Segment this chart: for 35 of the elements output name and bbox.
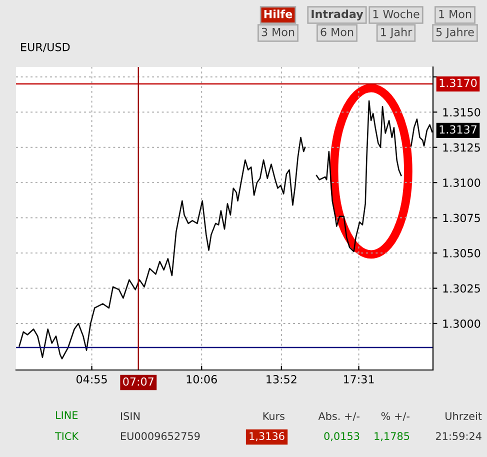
- y-tick-label: 1.3000: [443, 319, 480, 328]
- text: 1,1785: [374, 432, 410, 442]
- x-tick-label: 13:52: [266, 375, 296, 384]
- y-tick-label: 1.3125: [443, 143, 480, 152]
- x-tick-label: 04:55: [76, 375, 107, 384]
- text: 1,3136: [250, 432, 284, 442]
- y-tick-label: 1.3150: [443, 108, 480, 116]
- text: 5 Jahre: [436, 28, 474, 38]
- text: Abs. +/-: [318, 412, 360, 421]
- y-tick-label: 1.3075: [443, 214, 480, 222]
- annotation: 1.3137: [440, 125, 476, 134]
- text: Kurs: [263, 412, 284, 420]
- ref-line-label: 1.3170: [440, 78, 477, 88]
- text: 21:59:24: [436, 432, 482, 440]
- x-tick-label: 17:31: [344, 375, 374, 384]
- text: Uhrzeit: [446, 412, 482, 420]
- ref-line-label: 07:07: [123, 377, 154, 386]
- x-tick-label: 10:06: [186, 375, 217, 384]
- text: % +/-: [381, 412, 410, 421]
- text: ISIN: [121, 412, 140, 420]
- text: Hilfe: [264, 10, 292, 18]
- text: 6 Mon: [320, 28, 354, 36]
- y-tick-label: 1.3050: [443, 249, 480, 258]
- text: 1 Jahr: [381, 28, 412, 38]
- text: TICK: [54, 432, 79, 440]
- text: 0,0153: [324, 432, 360, 442]
- text: LINE: [56, 411, 78, 419]
- text: Intraday: [312, 10, 364, 20]
- y-tick-label: 1.3100: [443, 178, 480, 187]
- text: EU0009652759: [121, 432, 200, 440]
- y-tick-label: 1.3025: [443, 284, 480, 293]
- chart-title: EUR/USD: [21, 42, 70, 52]
- text: 1 Mon: [439, 10, 472, 18]
- text: 3 Mon: [262, 28, 294, 36]
- text: 1 Woche: [373, 10, 420, 18]
